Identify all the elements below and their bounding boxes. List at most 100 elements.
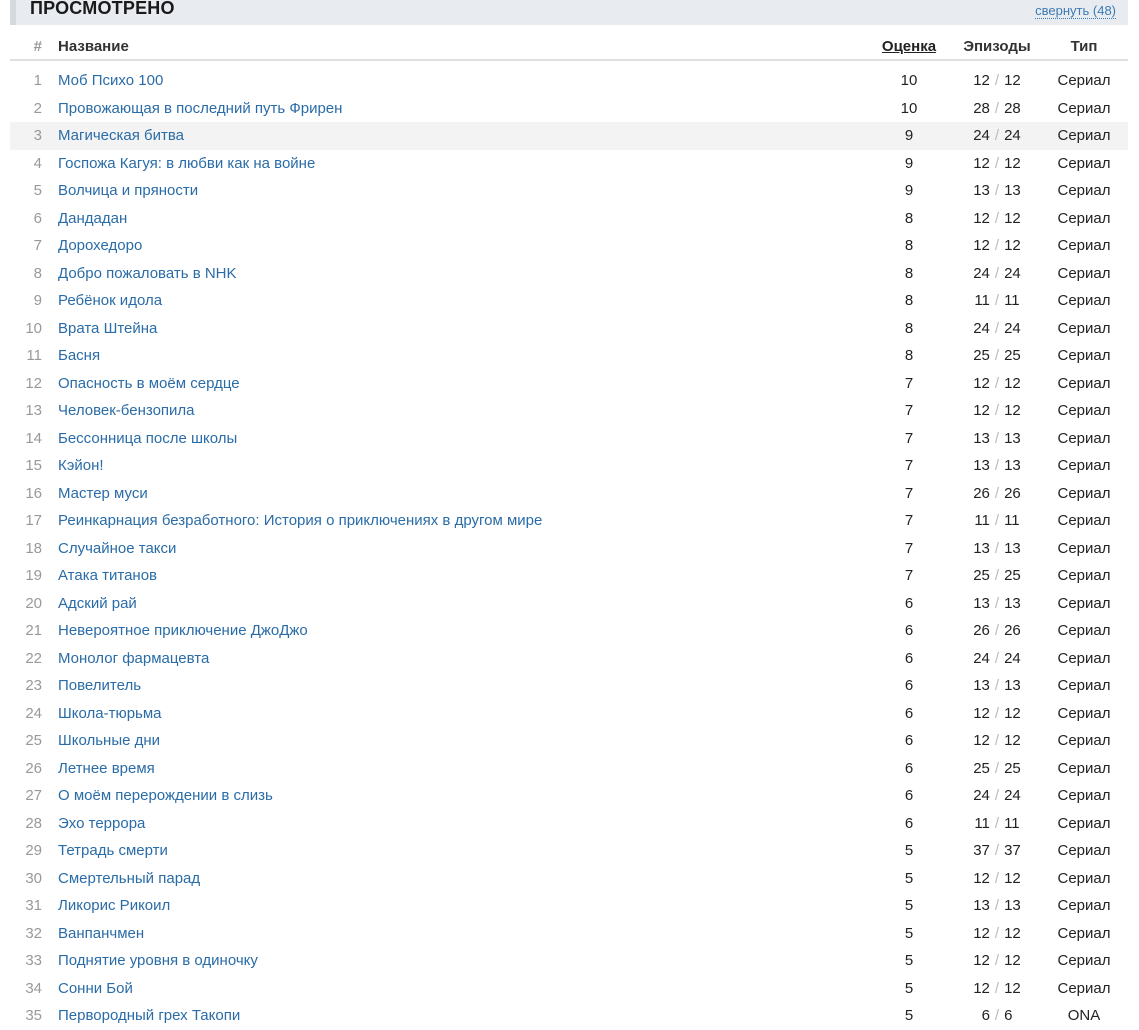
episodes-separator: / <box>994 1007 1000 1025</box>
episodes-total: 25 <box>1004 759 1021 777</box>
anime-title-link[interactable]: Провожающая в последний путь Фрирен <box>58 99 343 117</box>
anime-title-link[interactable]: Адский рай <box>58 594 137 612</box>
anime-title-link[interactable]: Невероятное приключение ДжоДжо <box>58 622 308 640</box>
row-number: 1 <box>33 72 42 90</box>
table-row: 5 Волчица и пряности 9 13/13 Сериал <box>10 177 1128 205</box>
anime-title-link[interactable]: Поднятие уровня в одиночку <box>58 952 258 970</box>
anime-title-link[interactable]: Эхо террора <box>58 814 146 832</box>
episodes-separator: / <box>994 457 1000 475</box>
anime-title-link[interactable]: Тетрадь смерти <box>58 842 168 860</box>
episodes: 12/12 <box>954 865 1040 893</box>
score: 5 <box>904 979 914 997</box>
anime-title-link[interactable]: Опасность в моём сердце <box>58 374 240 392</box>
row-number: 22 <box>25 649 42 667</box>
anime-title-link[interactable]: О моём перерождении в слизь <box>58 787 273 805</box>
type: Сериал <box>1057 952 1111 970</box>
episodes-watched: 13 <box>973 897 990 915</box>
anime-list-table: # Название Оценка Эпизоды Тип 1 Моб Психо… <box>10 33 1128 1030</box>
anime-title-link[interactable]: Летнее время <box>58 759 155 777</box>
score: 8 <box>904 209 914 227</box>
table-row: 11 Басня 8 25/25 Сериал <box>10 342 1128 370</box>
episodes: 28/28 <box>954 95 1040 123</box>
row-number: 9 <box>33 292 42 310</box>
row-number: 10 <box>25 319 42 337</box>
anime-title-link[interactable]: Басня <box>58 347 101 365</box>
anime-title-link[interactable]: Дандадан <box>58 209 128 227</box>
table-row: 21 Невероятное приключение ДжоДжо 6 26/26 Се… <box>10 617 1128 645</box>
type: Сериал <box>1057 512 1111 530</box>
row-number: 5 <box>33 182 42 200</box>
score: 8 <box>904 292 914 310</box>
episodes-separator: / <box>994 429 1000 447</box>
episodes-separator: / <box>994 539 1000 557</box>
column-header-episodes[interactable]: Эпизоды <box>954 33 1040 61</box>
episodes-watched: 24 <box>973 787 990 805</box>
table-row: 13 Человек-бензопила 7 12/12 Сериал <box>10 397 1128 425</box>
episodes-separator: / <box>994 402 1000 420</box>
type: Сериал <box>1057 402 1111 420</box>
episodes-separator: / <box>994 209 1000 227</box>
row-number: 35 <box>25 1007 42 1025</box>
type: Сериал <box>1057 897 1111 915</box>
type: Сериал <box>1057 154 1111 172</box>
table-row: 18 Случайное такси 7 13/13 Сериал <box>10 535 1128 563</box>
episodes-separator: / <box>994 677 1000 695</box>
table-row: 4 Госпожа Кагуя: в любви как на войне 9 12/… <box>10 150 1128 178</box>
episodes-separator: / <box>994 814 1000 832</box>
column-header-score[interactable]: Оценка <box>864 33 954 61</box>
anime-title-link[interactable]: Волчица и пряности <box>58 182 199 200</box>
anime-title-link[interactable]: Реинкарнация безработного: История о при… <box>58 512 543 530</box>
anime-title-link[interactable]: Дорохедоро <box>58 237 143 255</box>
type: Сериал <box>1057 429 1111 447</box>
score: 6 <box>904 622 914 640</box>
episodes-separator: / <box>994 787 1000 805</box>
anime-title-link[interactable]: Магическая битва <box>58 127 185 145</box>
anime-title-link[interactable]: Моб Психо 100 <box>58 72 164 90</box>
episodes: 12/12 <box>954 700 1040 728</box>
anime-title-link[interactable]: Добро пожаловать в NHK <box>58 264 237 282</box>
column-header-name[interactable]: Название <box>58 33 864 61</box>
anime-title-link[interactable]: Ликорис Рикоил <box>58 897 171 915</box>
anime-title-link[interactable]: Первородный грех Такопи <box>58 1007 241 1025</box>
anime-title-link[interactable]: Случайное такси <box>58 539 177 557</box>
anime-title-link[interactable]: Кэйон! <box>58 457 104 475</box>
anime-title-link[interactable]: Школьные дни <box>58 732 161 750</box>
episodes-separator: / <box>994 237 1000 255</box>
episodes-watched: 13 <box>973 594 990 612</box>
anime-title-link[interactable]: Смертельный парад <box>58 869 201 887</box>
anime-title-link[interactable]: Госпожа Кагуя: в любви как на войне <box>58 154 316 172</box>
anime-title-link[interactable]: Человек-бензопила <box>58 402 195 420</box>
anime-title-link[interactable]: Врата Штейна <box>58 319 158 337</box>
episodes-separator: / <box>994 567 1000 585</box>
episodes: 13/13 <box>954 590 1040 618</box>
episodes: 13/13 <box>954 535 1040 563</box>
type: Сериал <box>1057 924 1111 942</box>
score: 5 <box>904 842 914 860</box>
episodes-separator: / <box>994 347 1000 365</box>
anime-title-link[interactable]: Ребёнок идола <box>58 292 163 310</box>
anime-title-link[interactable]: Сонни Бой <box>58 979 133 997</box>
anime-title-link[interactable]: Монолог фармацевта <box>58 649 210 667</box>
episodes-total: 12 <box>1004 869 1021 887</box>
anime-title-link[interactable]: Повелитель <box>58 677 142 695</box>
anime-title-link[interactable]: Мастер муси <box>58 484 148 502</box>
episodes-watched: 13 <box>973 539 990 557</box>
episodes-total: 12 <box>1004 979 1021 997</box>
episodes-separator: / <box>994 842 1000 860</box>
type: Сериал <box>1057 319 1111 337</box>
anime-title-link[interactable]: Бессонница после школы <box>58 429 238 447</box>
collapse-link[interactable]: свернуть (48) <box>1035 3 1116 19</box>
episodes-separator: / <box>994 319 1000 337</box>
column-header-type[interactable]: Тип <box>1040 33 1128 61</box>
table-row: 25 Школьные дни 6 12/12 Сериал <box>10 727 1128 755</box>
score: 10 <box>900 72 918 90</box>
anime-title-link[interactable]: Атака титанов <box>58 567 158 585</box>
score: 8 <box>904 319 914 337</box>
anime-title-link[interactable]: Ванпанчмен <box>58 924 145 942</box>
type: Сериал <box>1057 677 1111 695</box>
episodes-watched: 26 <box>973 622 990 640</box>
episodes-separator: / <box>994 374 1000 392</box>
episodes: 12/12 <box>954 205 1040 233</box>
episodes-total: 24 <box>1004 264 1021 282</box>
anime-title-link[interactable]: Школа-тюрьма <box>58 704 162 722</box>
